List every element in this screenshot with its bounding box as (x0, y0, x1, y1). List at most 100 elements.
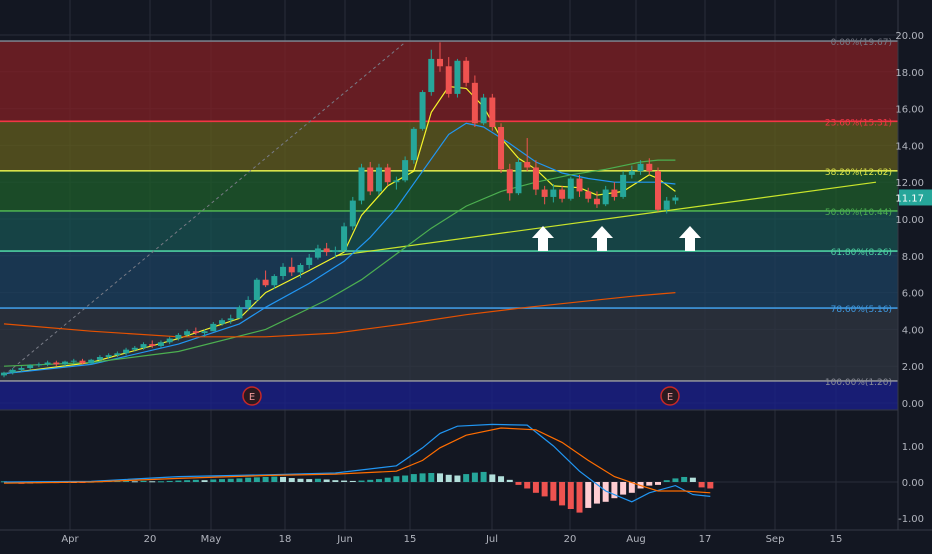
macd-histogram-bar (157, 481, 164, 483)
earnings-marker: E (660, 386, 680, 406)
candle-body (79, 360, 86, 364)
candle-body (489, 97, 496, 127)
candle (646, 158, 653, 175)
fib-level-label: 50.00%(10.44) (825, 208, 892, 218)
candle (332, 246, 339, 258)
candle (559, 185, 566, 203)
candle (585, 187, 592, 203)
time-axis-label: May (201, 534, 222, 545)
candle (1, 371, 7, 378)
price-axis-tick: 4.00 (902, 325, 924, 336)
time-axis-label: 20 (564, 534, 577, 545)
candle (628, 165, 635, 179)
fib-band (0, 251, 898, 309)
macd-histogram-bar (323, 479, 330, 482)
candle (201, 329, 208, 337)
price-axis-tick: 6.00 (902, 289, 924, 300)
candle (454, 58, 461, 98)
macd-histogram-bar (314, 478, 321, 482)
candle-body (27, 365, 34, 369)
time-axis-label: 15 (830, 534, 843, 545)
candle (637, 160, 644, 175)
candle (131, 345, 138, 352)
candle (532, 160, 539, 196)
candle-body (367, 167, 374, 192)
candle (367, 161, 374, 196)
candle (253, 277, 260, 302)
candle (672, 195, 679, 205)
candle (341, 222, 348, 253)
candle-body (288, 266, 295, 273)
macd-histogram-bar (628, 482, 635, 493)
candle (140, 342, 147, 350)
fib-level-label: 61.80%(8.26) (831, 248, 892, 258)
candle-body (280, 266, 287, 277)
candle-body (471, 82, 478, 124)
candle (236, 305, 243, 319)
macd-histogram-bar (698, 482, 705, 488)
candle (166, 336, 173, 345)
candle-body (341, 226, 348, 251)
candle-body (524, 161, 531, 168)
candle-body (576, 178, 583, 192)
candle-body (402, 160, 409, 181)
candle (105, 353, 112, 359)
candle (663, 196, 670, 214)
support-trendline (335, 181, 877, 257)
macd-histogram-bar (262, 476, 269, 482)
candle-body (419, 92, 426, 129)
macd-histogram-bar (463, 474, 470, 482)
macd-histogram-bar (332, 480, 339, 482)
macd-histogram-bar (402, 475, 409, 482)
candle (524, 138, 531, 172)
candle (410, 127, 417, 164)
candle (192, 327, 199, 335)
candle-body (349, 200, 356, 227)
price-axis-tick: 8.00 (902, 252, 924, 263)
macd-histogram-bar (419, 473, 426, 482)
candle-body (157, 342, 164, 346)
candle-body (620, 174, 627, 197)
macd-histogram-bar (297, 478, 304, 482)
candle (157, 340, 164, 348)
macd-axis-tick: 0.00 (902, 478, 924, 489)
macd-histogram-bar (454, 475, 461, 482)
candle (393, 176, 400, 190)
candle (9, 368, 16, 375)
candle (384, 163, 391, 186)
price-axis-background (898, 0, 932, 550)
candle (306, 253, 313, 269)
candle-body (210, 323, 217, 332)
candle-body (393, 180, 400, 183)
candle (445, 57, 452, 98)
candle-body (567, 178, 574, 199)
macd-histogram-bar (620, 482, 627, 495)
macd-histogram-bar (245, 477, 252, 482)
macd-histogram-bar (210, 479, 217, 482)
candle (349, 196, 356, 231)
candle (79, 358, 86, 365)
macd-histogram-bar (428, 473, 435, 482)
candle-body (323, 248, 330, 253)
candle (463, 57, 470, 87)
price-axis-tick: 16.00 (895, 105, 924, 116)
candle-body (585, 191, 592, 199)
macd-line (3, 423, 711, 503)
candle-body (384, 167, 391, 183)
macd-histogram-bar (506, 479, 513, 482)
time-axis-label: 20 (144, 534, 157, 545)
candle (419, 90, 426, 131)
time-axis-label: Aug (626, 534, 646, 545)
candle-body (88, 359, 95, 364)
candle (498, 123, 505, 173)
macd-histogram-bar (393, 476, 400, 482)
candle-body (140, 344, 147, 348)
macd-histogram-bar (489, 474, 496, 482)
last-price-label: 11.17 (895, 193, 924, 204)
price-axis-tick: 18.00 (895, 68, 924, 79)
candle-body (445, 66, 452, 94)
fib-level-label: 0.00%(19.67) (831, 38, 892, 48)
candle-body (166, 338, 173, 343)
candle-body (96, 357, 103, 360)
